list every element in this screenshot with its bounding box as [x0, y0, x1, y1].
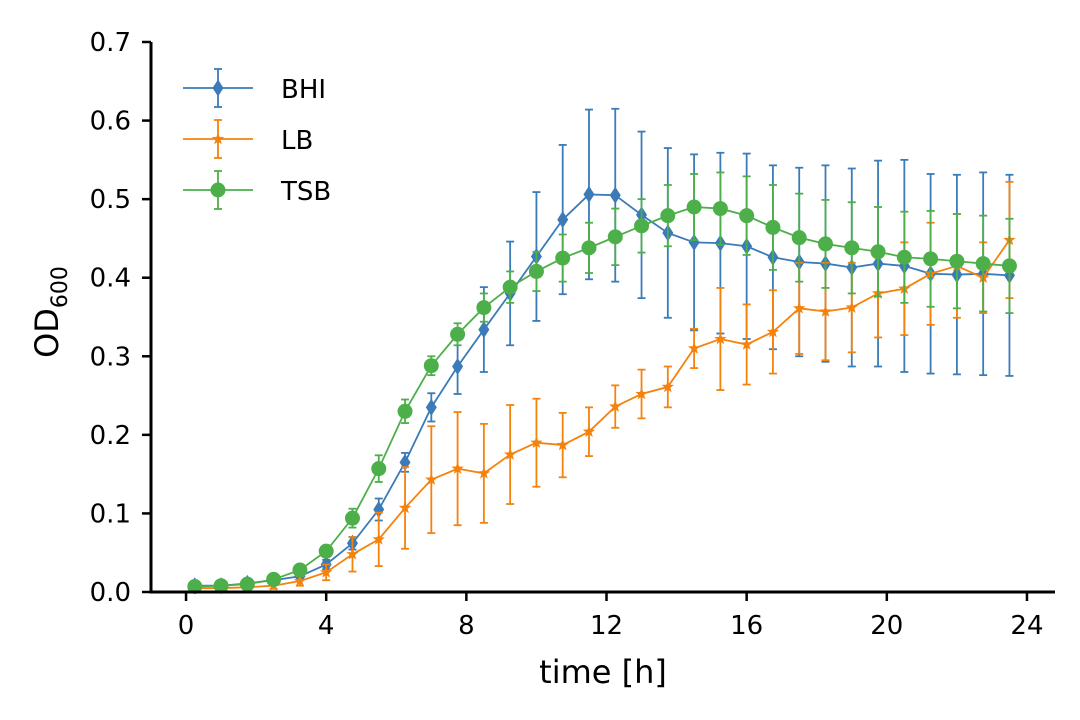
y-axis-title-subscript: 600 — [48, 266, 73, 308]
bhi-point — [373, 501, 385, 518]
tsb-point — [660, 208, 676, 224]
series-lb — [188, 180, 1016, 594]
axes — [149, 42, 1055, 594]
lb-point — [845, 301, 858, 313]
tsb-point — [292, 562, 308, 578]
lb-point — [451, 462, 464, 474]
lb-point — [766, 325, 780, 338]
y-axis-title: OD600 — [28, 266, 73, 358]
plot-area — [187, 107, 1017, 595]
tsb-point — [923, 251, 939, 267]
x-tick-label: 4 — [318, 611, 335, 641]
lb-point — [661, 380, 674, 393]
tsb-point — [502, 279, 518, 295]
bhi-point — [557, 211, 569, 229]
tsb-point — [555, 250, 571, 266]
lb-point — [346, 547, 359, 560]
tsb-point — [318, 543, 334, 559]
legend-marker — [210, 182, 226, 198]
lb-point — [793, 301, 806, 314]
lb-point — [819, 305, 832, 317]
lb-point — [425, 473, 438, 485]
bhi-point — [425, 398, 437, 416]
tsb-point — [975, 256, 991, 272]
series-tsb — [187, 171, 1017, 594]
bhi-point — [583, 185, 595, 203]
lb-point — [320, 565, 333, 578]
lb-point — [609, 400, 622, 412]
lb-point — [477, 466, 491, 479]
lb-point — [503, 448, 517, 460]
legend-item-bhi: BHI — [183, 68, 326, 108]
tsb-point — [239, 576, 255, 592]
tsb-point — [712, 201, 728, 217]
y-tick-label: 0.7 — [90, 28, 131, 58]
tsb-point — [187, 579, 203, 594]
y-axis-title-main: OD — [28, 308, 66, 358]
y-tick-label: 0.4 — [90, 264, 131, 294]
lb-point — [372, 532, 385, 545]
y-tick-label: 0.0 — [90, 578, 131, 608]
legend-label: BHI — [281, 75, 326, 105]
legend-label: LB — [281, 126, 313, 156]
tsb-point — [791, 230, 807, 246]
x-tick-label: 24 — [1010, 611, 1043, 641]
x-tick-label: 16 — [730, 611, 763, 641]
legend-label: TSB — [280, 177, 331, 207]
y-tick-label: 0.2 — [90, 421, 131, 451]
bhi-point — [688, 233, 700, 251]
tsb-point — [581, 240, 597, 256]
legend: BHI LB TSB — [183, 68, 331, 210]
tsb-point — [528, 263, 544, 279]
tsb-point — [476, 300, 492, 316]
tsb-point — [371, 461, 387, 477]
y-tick-label: 0.5 — [90, 185, 131, 215]
lb-point — [687, 341, 701, 354]
tsb-point — [450, 326, 466, 342]
tsb-point — [844, 240, 860, 256]
legend-item-lb: LB — [183, 119, 313, 159]
tsb-point — [686, 199, 702, 215]
tsb-point — [949, 253, 965, 269]
legend-marker — [211, 132, 225, 145]
x-tick-label: 8 — [458, 611, 475, 641]
x-axis-title: time [h] — [539, 653, 667, 691]
tsb-point — [739, 208, 755, 224]
lb-line — [194, 239, 1011, 589]
tsb-point — [266, 571, 282, 587]
tsb-point — [870, 244, 886, 260]
lb-point — [740, 338, 753, 350]
bhi-point — [478, 321, 490, 339]
lb-point — [635, 387, 648, 400]
y-tick-label: 0.1 — [90, 499, 131, 529]
tsb-point — [423, 358, 439, 374]
ticks: 0 4 8 12 16 20 24 0.0 0.1 0.2 0.3 0.4 0.5 0.6 0.7 — [90, 28, 1044, 641]
x-tick-label: 20 — [870, 611, 903, 641]
lb-point — [714, 332, 727, 345]
bhi-point — [609, 186, 621, 204]
x-tick-label: 0 — [178, 611, 195, 641]
tsb-point — [896, 249, 912, 265]
tsb-point — [817, 236, 833, 252]
tsb-point — [634, 218, 650, 234]
lb-point — [530, 436, 543, 448]
x-tick-label: 12 — [590, 611, 623, 641]
lb-point — [582, 425, 596, 437]
legend-marker — [212, 79, 224, 97]
tsb-point — [607, 229, 623, 245]
tsb-point — [344, 510, 360, 526]
y-tick-label: 0.6 — [90, 107, 131, 137]
tsb-point — [397, 403, 413, 419]
legend-item-tsb: TSB — [183, 170, 331, 210]
lb-point — [293, 574, 307, 587]
tsb-point — [765, 219, 781, 235]
lb-point — [398, 501, 412, 514]
tsb-point — [213, 578, 229, 594]
bhi-point — [452, 358, 464, 375]
lb-point — [556, 438, 569, 451]
tsb-point — [1001, 258, 1017, 274]
y-tick-label: 0.3 — [90, 342, 131, 372]
